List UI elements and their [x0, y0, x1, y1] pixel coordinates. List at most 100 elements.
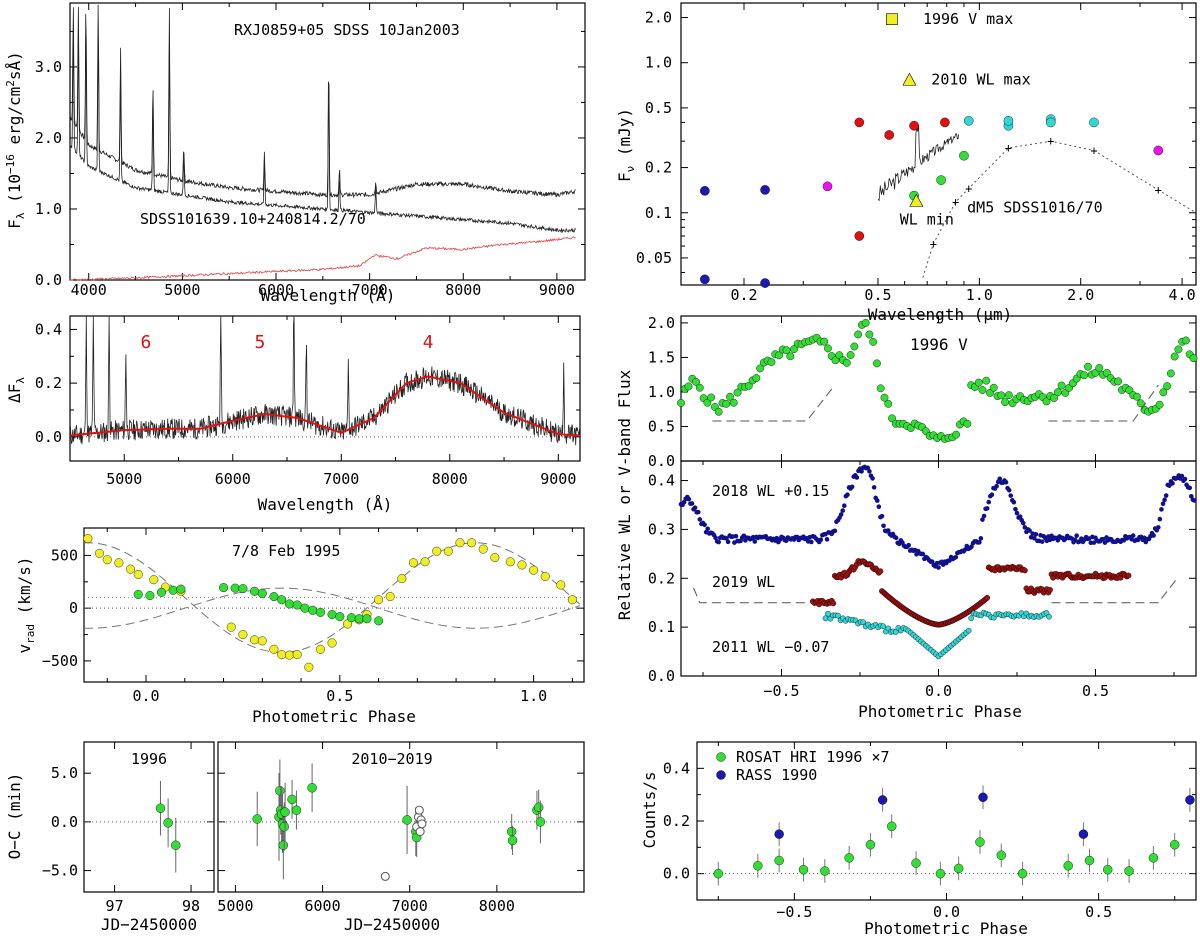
lc-1996-point — [865, 330, 874, 339]
xray-rosat-point — [844, 853, 854, 863]
sed-cyan-point — [1003, 116, 1014, 126]
lc-1996-point — [726, 392, 734, 401]
sed-y-ticklabel: 0.05 — [636, 249, 672, 267]
lc1-y-ticklabel: 0.5 — [648, 417, 675, 435]
rv-panel: 0.0 0.5 1.0 −500 0 500 7/8 Feb 1995 Photometr… — [15, 527, 585, 726]
oc-1996-xlabel: JD−2450000 — [101, 915, 197, 934]
oc-y-ticklabel: 0.0 — [51, 813, 78, 831]
lc-2018-point — [838, 512, 844, 517]
spectrum-y-ticklabel: 1.0 — [35, 200, 62, 218]
rv-absorption-point — [374, 616, 384, 626]
lc-2019-point — [1125, 572, 1132, 579]
rv-plot: 0.0 0.5 1.0 −500 0 500 — [42, 528, 584, 705]
xray-rosat-point — [753, 861, 763, 871]
rv-emission-point — [126, 564, 136, 574]
lc-2018-point — [1157, 516, 1163, 522]
sed-wl-marker — [909, 193, 924, 207]
rv-emission-point — [102, 555, 112, 565]
xray-rosat-point — [887, 821, 897, 831]
lc-1996-point — [1053, 388, 1062, 396]
lc-2011-point — [965, 627, 972, 634]
xray-y-ticklabel: 0.0 — [663, 865, 690, 883]
rv-emission-point — [478, 544, 488, 554]
sed-annotation: 2010 WL max — [931, 71, 1030, 89]
xray-rosat-point — [1124, 866, 1134, 876]
rv-absorption-point — [315, 607, 325, 617]
rv-x-ticklabel: 0.0 — [132, 687, 159, 705]
rv-absorption-point — [277, 595, 287, 605]
lc-1996-point — [1174, 345, 1183, 354]
lc-2011-point — [822, 615, 829, 622]
lc-2018-point — [818, 537, 824, 543]
lc-2018-point — [876, 504, 882, 509]
sed-GALEX-point — [760, 185, 770, 195]
lc-1996-point — [733, 388, 742, 397]
lc-1996-point — [1182, 336, 1190, 345]
band-label-6: 6 — [141, 332, 152, 353]
sed-y-ticklabel: 0.5 — [645, 99, 672, 117]
rv-emission-point — [315, 644, 325, 654]
lc-1996-dashed — [1048, 384, 1159, 422]
lc-1996-point — [1189, 354, 1198, 363]
lc-1996-point — [880, 393, 889, 402]
lc-2018-point — [702, 522, 707, 528]
lc-2018-point — [713, 535, 718, 541]
xray-x-ticklabel: 0.0 — [933, 903, 960, 921]
lc-1996-point — [782, 346, 791, 355]
spectrum-y-ticklabel: 0.0 — [35, 271, 62, 289]
template-line — [69, 236, 576, 281]
lc-2018-point — [854, 475, 860, 480]
oc-point — [163, 818, 173, 828]
lc-2011-point — [880, 623, 887, 630]
residual-x-ticklabel: 5000 — [106, 470, 142, 488]
rv-x-ticklabel: 1.0 — [520, 687, 547, 705]
sed-GALEX-point — [760, 278, 770, 288]
lc-x-ticklabel: 0.5 — [1082, 682, 1109, 700]
spectrum-y-ticklabel: 2.0 — [35, 129, 62, 147]
oc-point — [279, 822, 289, 832]
lc-2018-point — [1003, 479, 1009, 485]
lc-1996-point — [1170, 352, 1179, 361]
lc-2018-point — [1011, 499, 1017, 505]
sed-wl-marker — [902, 72, 917, 86]
rv-emission-point — [455, 538, 465, 548]
lc-2018-point — [906, 542, 911, 548]
lc-2018-point — [692, 505, 698, 511]
xray-legend-rosat-marker — [716, 752, 726, 762]
oc2-x-ticklabel: 7000 — [392, 897, 428, 915]
sed-y-ticklabel: 0.2 — [645, 159, 672, 177]
rv-emission-point — [490, 553, 500, 563]
spectrum-x-ticklabel: 8000 — [445, 281, 481, 299]
lc-xlabel: Photometric Phase — [858, 702, 1022, 721]
xray-legend-rass: RASS 1990 — [736, 766, 817, 784]
lc-2018-point — [752, 539, 758, 544]
rv-emission-point — [83, 534, 93, 544]
rv-y-ticklabel: −500 — [42, 652, 78, 670]
spectrum-x-ticklabel: 5000 — [164, 281, 200, 299]
lc1-y-ticklabel: 1.5 — [648, 348, 675, 366]
lc1-y-ticklabel: 1.0 — [648, 383, 675, 401]
sed-red-point — [854, 117, 865, 128]
xray-ylabel: Counts/s — [640, 771, 659, 848]
lc-2018-point — [986, 499, 992, 505]
lc-1996-point — [695, 383, 704, 392]
residual-y-ticklabel: 0.2 — [35, 374, 62, 392]
spectrum-x-ticklabel: 9000 — [539, 281, 575, 299]
residual-x-ticklabel: 7000 — [323, 470, 359, 488]
lc-2011-point — [892, 629, 899, 635]
lc-1996-point — [824, 344, 832, 353]
lc-1996-point — [1001, 398, 1009, 407]
rv-emission-point — [304, 662, 314, 672]
lc-2018-point — [1151, 533, 1156, 538]
lc-2018-point — [697, 517, 703, 522]
rv-xlabel: Photometric Phase — [252, 707, 416, 726]
oc2-frame — [217, 741, 585, 893]
lc2-y-ticklabel: 0.0 — [648, 667, 675, 685]
rv-absorption-point — [346, 613, 356, 623]
lc-1996-point — [1114, 377, 1123, 386]
sed-annotation: 1996 V max — [923, 10, 1013, 28]
spectrum-xlabel: Wavelength (Å) — [261, 286, 396, 305]
lc-1996-point — [744, 381, 753, 390]
xray-rosat-point — [1148, 853, 1159, 863]
